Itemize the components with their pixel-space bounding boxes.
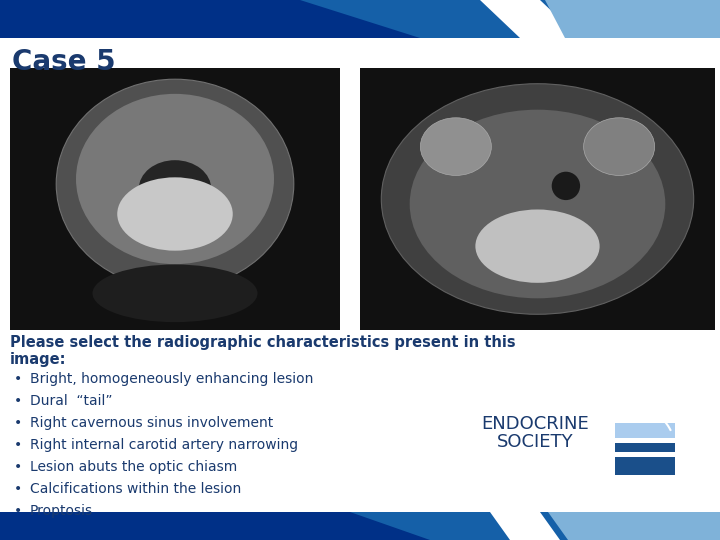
Bar [615,452,675,457]
Text: Right internal carotid artery narrowing: Right internal carotid artery narrowing [30,438,298,452]
Ellipse shape [56,79,294,289]
Text: Please select the radiographic characteristics present in this: Please select the radiographic character… [10,335,516,350]
Text: Calcifications within the lesion: Calcifications within the lesion [30,482,241,496]
Ellipse shape [420,118,491,176]
Circle shape [552,172,580,200]
Text: Lesion abuts the optic chiasm: Lesion abuts the optic chiasm [30,460,238,474]
Text: ENDOCRINE: ENDOCRINE [481,415,589,433]
Text: Proptosis: Proptosis [30,504,93,518]
Text: •: • [14,460,22,474]
Text: •: • [14,482,22,496]
Polygon shape [490,512,560,540]
Ellipse shape [382,84,693,314]
Bar [360,68,715,330]
Text: Bright, homogeneously enhancing lesion: Bright, homogeneously enhancing lesion [30,372,313,386]
Bar [615,438,675,443]
Text: •: • [14,438,22,452]
Text: •: • [14,504,22,518]
Text: •: • [14,394,22,408]
Text: Dural  “tail”: Dural “tail” [30,394,112,408]
Bar [615,423,675,438]
Bar [0,512,720,540]
Polygon shape [300,0,720,38]
Polygon shape [548,512,720,540]
Text: SOCIETY: SOCIETY [497,433,573,451]
Text: •: • [14,372,22,386]
Text: Right cavernous sinus involvement: Right cavernous sinus involvement [30,416,274,430]
Ellipse shape [410,110,665,298]
Ellipse shape [475,210,600,283]
Bar [615,423,675,475]
Polygon shape [480,0,580,38]
Text: image:: image: [10,352,66,367]
Bar [10,68,340,330]
Text: Case 5: Case 5 [12,48,116,76]
Polygon shape [350,512,720,540]
Bar [0,0,720,38]
Ellipse shape [92,265,258,322]
Ellipse shape [76,94,274,264]
Polygon shape [545,0,720,38]
Ellipse shape [584,118,654,176]
Ellipse shape [117,177,233,251]
Text: •: • [14,416,22,430]
Ellipse shape [139,160,211,218]
